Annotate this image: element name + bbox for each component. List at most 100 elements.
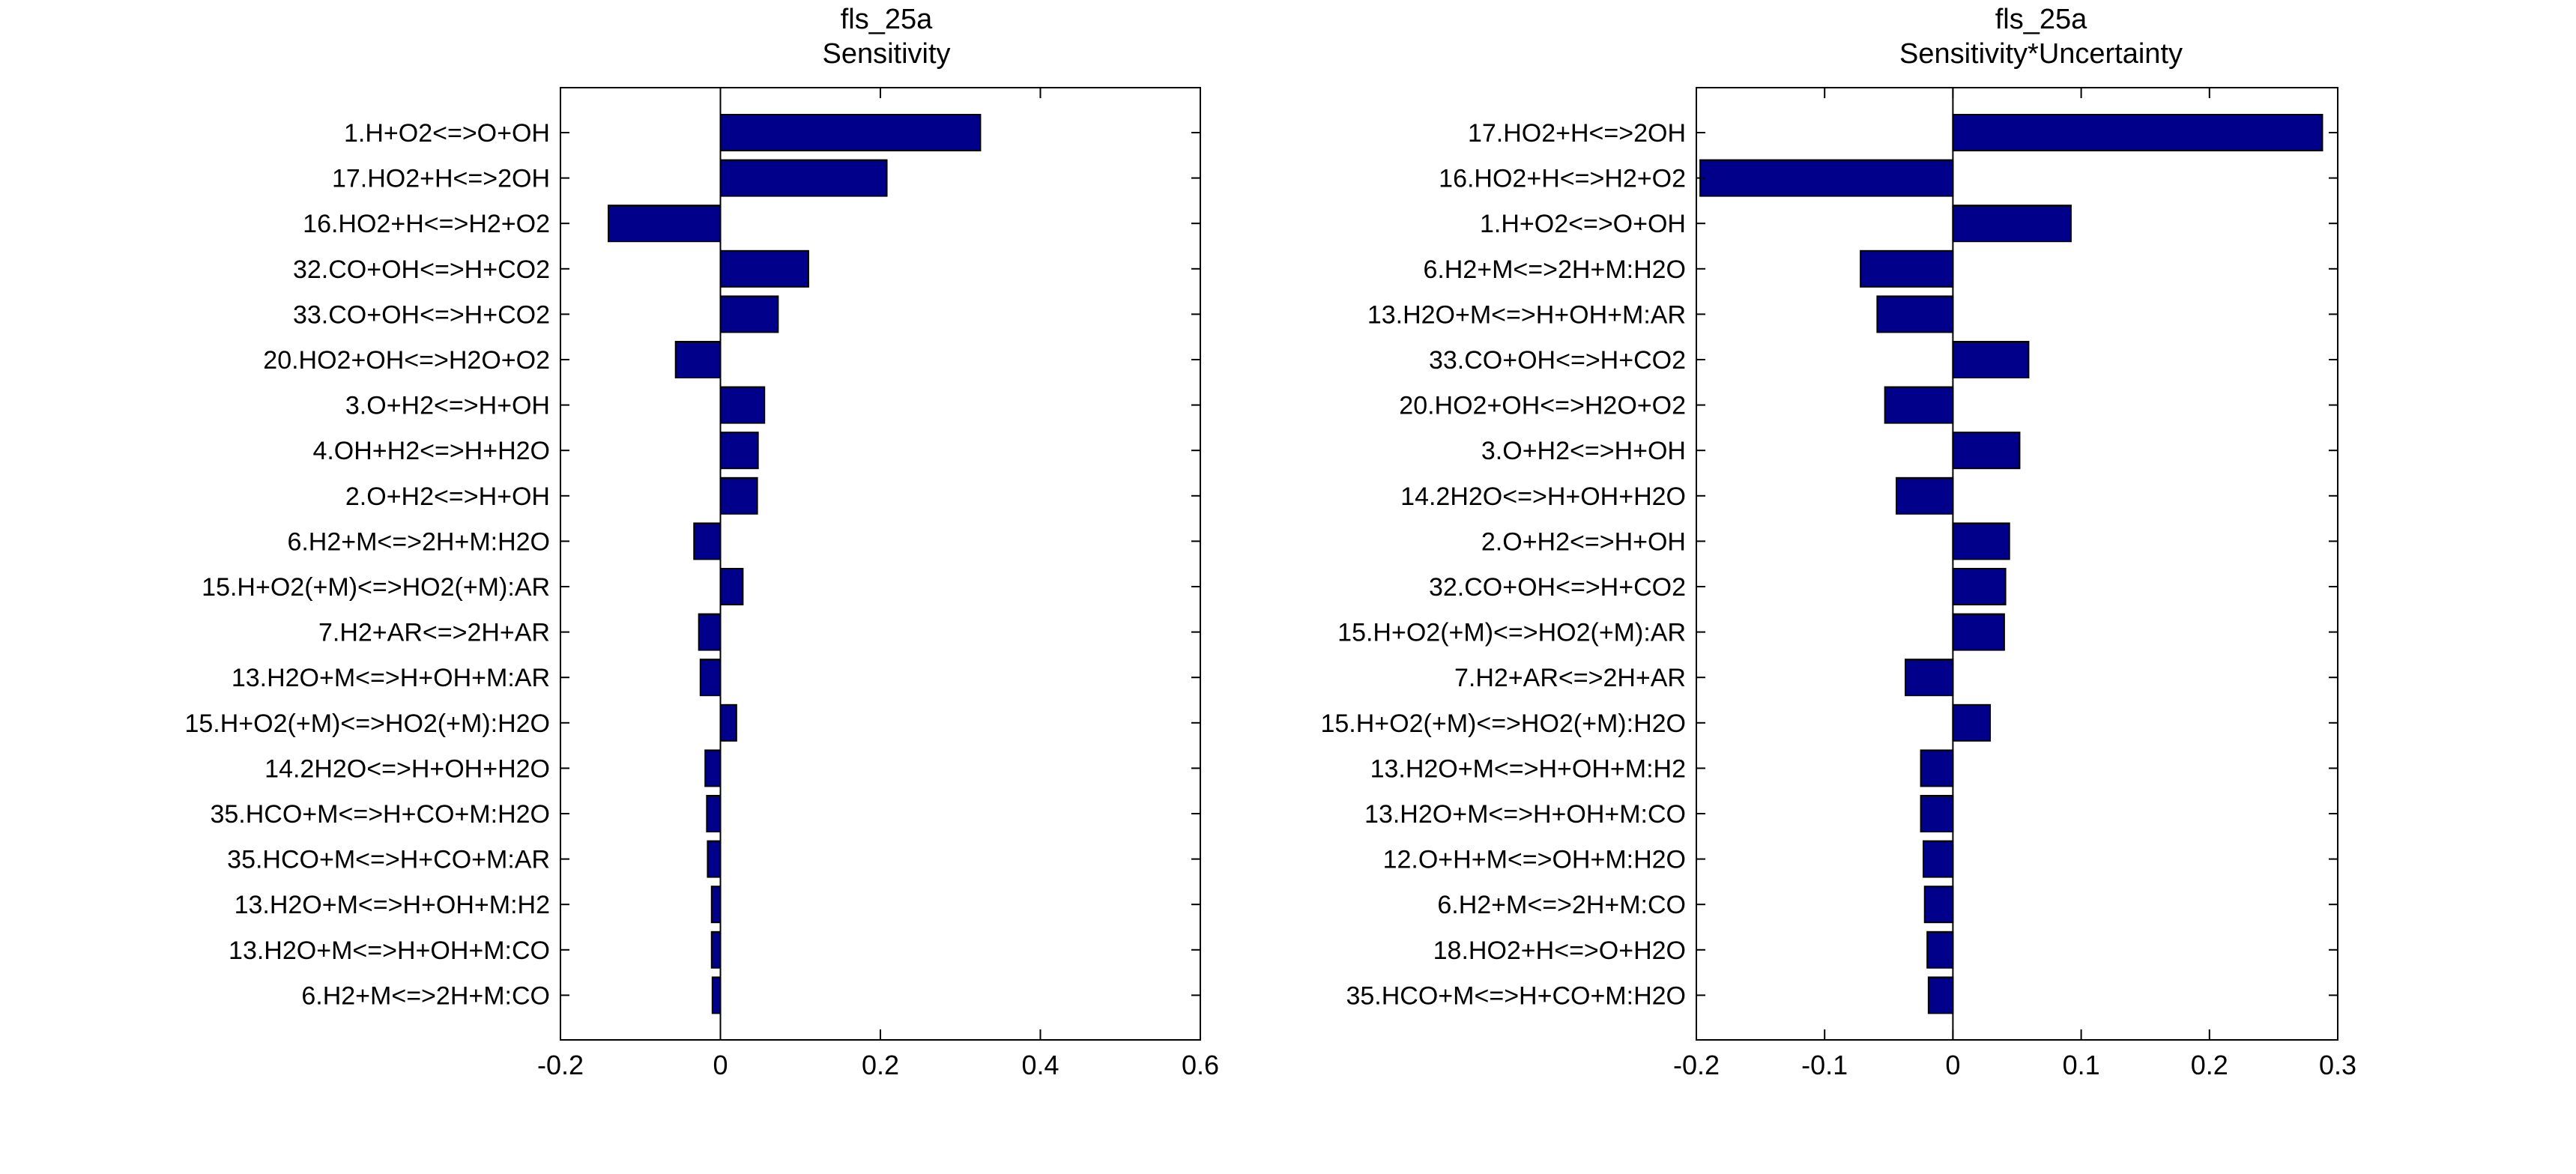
category-label: 3.O+H2<=>H+OH [1481, 437, 1686, 465]
bar [719, 704, 737, 742]
category-label: 1.H+O2<=>O+OH [1480, 210, 1686, 238]
chart-title: fls_25a [841, 4, 933, 35]
category-label: 6.H2+M<=>2H+M:H2O [287, 527, 550, 556]
category-label: 16.HO2+H<=>H2+O2 [1439, 165, 1686, 193]
category-label: 13.H2O+M<=>H+OH+M:AR [1367, 300, 1686, 329]
bar [1876, 295, 1954, 333]
category-label: 15.H+O2(+M)<=>HO2(+M):H2O [184, 709, 550, 738]
bar [719, 386, 766, 424]
chart-title: fls_25a [1995, 4, 2087, 35]
category-label: 1.H+O2<=>O+OH [344, 119, 550, 148]
x-tick-label: 0 [713, 1050, 728, 1080]
category-label: 17.HO2+H<=>2OH [332, 165, 550, 193]
plot-area [1696, 87, 2338, 1041]
category-label: 13.H2O+M<=>H+OH+M:AR [232, 664, 550, 692]
bar [1927, 976, 1954, 1014]
bar [710, 931, 722, 969]
bar [1952, 205, 2072, 243]
category-label: 7.H2+AR<=>2H+AR [1454, 664, 1686, 692]
plot-area [560, 87, 1201, 1041]
category-label: 4.OH+H2<=>H+H2O [312, 437, 550, 465]
chart-subtitle: Sensitivity [822, 38, 950, 70]
category-label: 6.H2+M<=>2H+M:CO [1437, 891, 1686, 919]
bar [1699, 159, 1954, 197]
bar [1952, 341, 2030, 378]
category-label: 15.H+O2(+M)<=>HO2(+M):H2O [1320, 709, 1686, 738]
category-label: 13.H2O+M<=>H+OH+M:CO [1364, 800, 1686, 829]
category-label: 6.H2+M<=>2H+M:CO [301, 981, 550, 1010]
category-label: 13.H2O+M<=>H+OH+M:H2 [1370, 754, 1686, 783]
x-tick-label: 0.2 [2191, 1050, 2228, 1080]
bar [719, 159, 888, 197]
x-tick-label: 0.6 [1182, 1050, 1219, 1080]
bar [704, 749, 722, 787]
sensitivity-uncertainty-panel: fls_25a Sensitivity*Uncertainty 17.HO2+H… [1320, 4, 2356, 1080]
category-label: 15.H+O2(+M)<=>HO2(+M):AR [202, 573, 550, 602]
bar [674, 341, 722, 378]
category-label: 13.H2O+M<=>H+OH+M:CO [229, 937, 550, 965]
category-label: 32.CO+OH<=>H+CO2 [1429, 573, 1686, 602]
category-label: 14.2H2O<=>H+OH+H2O [1400, 482, 1686, 511]
bar [1952, 432, 2021, 470]
category-label: 15.H+O2(+M)<=>HO2(+M):AR [1337, 619, 1686, 647]
category-label: 33.CO+OH<=>H+CO2 [1429, 346, 1686, 375]
bar [1952, 522, 2010, 560]
bar [1905, 659, 1954, 697]
bar [1896, 476, 1954, 515]
bar [608, 205, 722, 243]
x-tick-label: 0.4 [1021, 1050, 1059, 1080]
bar [1920, 749, 1954, 787]
sensitivity-panel: fls_25a Sensitivity 1.H+O2<=>O+OH 17.HO2+… [184, 4, 1219, 1080]
x-tick-label: -0.1 [1801, 1050, 1848, 1080]
bar [693, 522, 722, 560]
category-label: 33.CO+OH<=>H+CO2 [293, 300, 550, 329]
x-tick-label: -0.2 [537, 1050, 584, 1080]
bar [698, 613, 722, 651]
x-tick-label: -0.2 [1673, 1050, 1720, 1080]
bar [719, 476, 758, 515]
bar [1926, 931, 1954, 969]
bar [1952, 613, 2005, 651]
category-label: 3.O+H2<=>H+OH [345, 392, 550, 420]
category-label: 12.O+H+M<=>OH+M:H2O [1383, 846, 1686, 874]
category-label: 2.O+H2<=>H+OH [1481, 527, 1686, 556]
category-label: 20.HO2+OH<=>H2O+O2 [263, 346, 550, 375]
x-tick-label: 0.2 [862, 1050, 899, 1080]
category-label: 13.H2O+M<=>H+OH+M:H2 [235, 891, 550, 919]
category-label: 35.HCO+M<=>H+CO+M:AR [227, 846, 550, 874]
x-tick-label: 0.3 [2319, 1050, 2356, 1080]
bar [1860, 249, 1954, 288]
category-label: 6.H2+M<=>2H+M:H2O [1423, 255, 1686, 284]
category-label: 35.HCO+M<=>H+CO+M:H2O [210, 800, 550, 829]
bar [699, 659, 722, 697]
x-tick-label: 0.1 [2063, 1050, 2100, 1080]
bar [719, 114, 982, 151]
category-label: 35.HCO+M<=>H+CO+M:H2O [1346, 981, 1686, 1010]
bar [719, 568, 744, 605]
x-tick-label: 0 [1945, 1050, 1960, 1080]
category-label: 14.2H2O<=>H+OH+H2O [264, 754, 550, 783]
category-label: 18.HO2+H<=>O+H2O [1433, 937, 1686, 965]
bar [1923, 840, 1954, 878]
category-label: 16.HO2+H<=>H2+O2 [303, 210, 550, 238]
bar [1923, 886, 1954, 924]
category-label: 2.O+H2<=>H+OH [345, 482, 550, 511]
category-label: 32.CO+OH<=>H+CO2 [293, 255, 550, 284]
bar [706, 795, 722, 832]
bar [711, 976, 722, 1014]
bar [710, 886, 722, 924]
bar [719, 249, 809, 288]
category-label: 17.HO2+H<=>2OH [1468, 119, 1686, 148]
bar [1952, 704, 1992, 742]
category-label: 7.H2+AR<=>2H+AR [318, 619, 550, 647]
bar [1952, 568, 2007, 605]
bar [707, 840, 722, 878]
bar [1884, 386, 1954, 424]
bar [719, 295, 779, 333]
bar [1920, 795, 1954, 832]
category-label: 20.HO2+OH<=>H2O+O2 [1399, 392, 1686, 420]
bar [1952, 114, 2323, 151]
bar [719, 432, 759, 470]
